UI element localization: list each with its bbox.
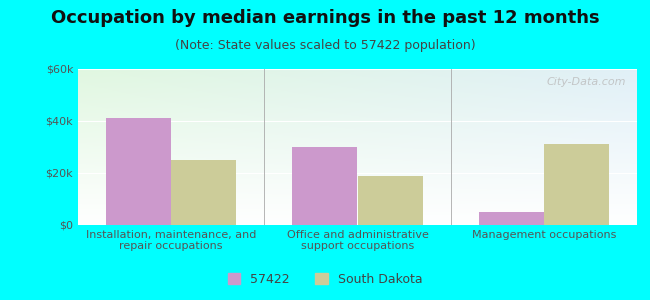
Legend: 57422, South Dakota: 57422, South Dakota	[223, 268, 427, 291]
Bar	[544, 144, 609, 225]
Bar	[292, 147, 358, 225]
Text: City-Data.com: City-Data.com	[546, 77, 626, 87]
Text: Occupation by median earnings in the past 12 months: Occupation by median earnings in the pas…	[51, 9, 599, 27]
Bar	[171, 160, 237, 225]
Bar	[478, 212, 544, 225]
Bar	[358, 176, 423, 225]
Text: (Note: State values scaled to 57422 population): (Note: State values scaled to 57422 popu…	[175, 39, 475, 52]
Bar	[106, 118, 171, 225]
